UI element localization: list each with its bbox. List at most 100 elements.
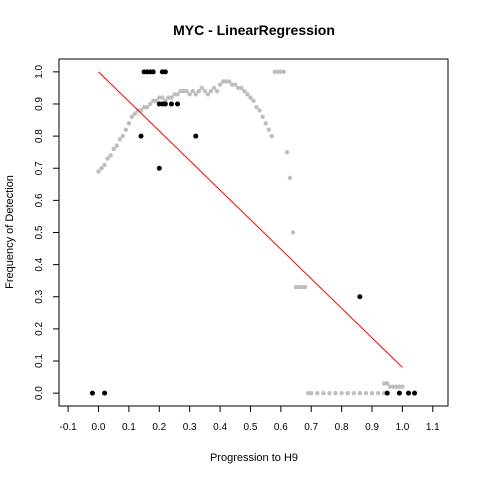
smoothed-point bbox=[199, 85, 205, 91]
smoothed-point bbox=[233, 82, 238, 87]
smoothed-point bbox=[144, 104, 150, 110]
y-tick-label: 0.4 bbox=[34, 257, 45, 271]
observed-point bbox=[162, 101, 168, 107]
smoothed-point bbox=[242, 88, 247, 94]
smoothed-point bbox=[166, 95, 171, 100]
smoothed-point bbox=[272, 69, 277, 75]
smoothed-point bbox=[269, 133, 274, 139]
y-tick-label: 0.6 bbox=[34, 193, 45, 207]
smoothed-point bbox=[388, 384, 393, 389]
smoothed-point bbox=[263, 121, 268, 126]
smoothed-point bbox=[230, 82, 235, 87]
y-tick-label: 0.2 bbox=[34, 322, 45, 336]
observed-point bbox=[405, 390, 411, 396]
smoothed-point bbox=[290, 230, 296, 235]
observed-point bbox=[150, 69, 156, 75]
x-axis-label: Progression to H9 bbox=[210, 452, 298, 464]
smoothed-point bbox=[239, 85, 244, 91]
smoothed-point bbox=[397, 384, 402, 389]
smoothed-point bbox=[394, 384, 399, 389]
smoothed-point bbox=[132, 111, 138, 116]
smoothed-point bbox=[141, 104, 147, 110]
smoothed-point bbox=[306, 390, 311, 396]
x-tick-label: 0.0 bbox=[92, 422, 106, 433]
smoothed-point bbox=[345, 390, 350, 396]
smoothed-point bbox=[391, 384, 396, 389]
x-tick-label: 0.6 bbox=[274, 422, 288, 433]
y-axis-ticks: 0.0 0.1 0.2 0.3 0.4 0.5 0.6 0.7 0.8 0.9 1.0 bbox=[34, 64, 59, 400]
smoothed-point bbox=[108, 153, 113, 158]
smoothed-point bbox=[123, 127, 129, 132]
x-tick-label: 0.8 bbox=[335, 422, 349, 433]
smoothed-point bbox=[117, 137, 122, 142]
observed-point bbox=[175, 101, 181, 107]
x-tick-label: 0.5 bbox=[244, 422, 258, 433]
smoothed-point bbox=[385, 381, 390, 386]
smoothed-points bbox=[96, 69, 405, 396]
smoothed-point bbox=[296, 284, 302, 290]
smoothed-point bbox=[321, 390, 326, 396]
x-axis-ticks: -0.1 0.0 0.1 0.2 0.3 0.4 0.5 0.6 0.7 0.8 0.9 1.0 1.1 bbox=[60, 406, 440, 433]
x-tick-label: -0.1 bbox=[60, 422, 78, 433]
smoothed-point bbox=[181, 88, 186, 94]
smoothed-point bbox=[281, 69, 287, 75]
smoothed-point bbox=[254, 104, 259, 110]
smoothed-point bbox=[205, 92, 211, 97]
smoothed-point bbox=[105, 156, 110, 161]
smoothed-point bbox=[299, 284, 305, 290]
x-tick-label: 0.2 bbox=[152, 422, 166, 433]
smoothed-point bbox=[226, 79, 232, 84]
observed-point bbox=[89, 390, 95, 396]
observed-point bbox=[384, 390, 390, 396]
smoothed-point bbox=[147, 101, 153, 107]
smoothed-point bbox=[151, 98, 156, 103]
observed-point bbox=[357, 294, 363, 300]
y-axis-label: Frequency of Detection bbox=[4, 175, 16, 289]
smoothed-point bbox=[220, 79, 226, 84]
smoothed-point bbox=[111, 146, 116, 152]
smoothed-point bbox=[284, 149, 290, 155]
smoothed-point bbox=[327, 390, 332, 396]
x-tick-label: 1.1 bbox=[426, 422, 440, 433]
smoothed-point bbox=[260, 114, 265, 120]
smoothed-point bbox=[369, 390, 375, 396]
smoothed-point bbox=[187, 92, 192, 97]
smoothed-point bbox=[339, 390, 344, 396]
smoothed-point bbox=[266, 127, 271, 132]
smoothed-point bbox=[333, 390, 338, 396]
smoothed-point bbox=[293, 284, 299, 290]
observed-point bbox=[102, 390, 108, 396]
smoothed-point bbox=[248, 95, 253, 100]
smoothed-point bbox=[375, 390, 381, 396]
chart-title: MYC - LinearRegression bbox=[173, 22, 335, 38]
observed-point bbox=[396, 390, 402, 396]
smoothed-point bbox=[236, 85, 241, 91]
y-tick-label: 0.1 bbox=[34, 354, 45, 368]
smoothed-point bbox=[193, 92, 198, 97]
smoothed-point bbox=[102, 162, 107, 168]
smoothed-point bbox=[178, 88, 183, 94]
y-tick-label: 0.8 bbox=[34, 129, 45, 143]
observed-point bbox=[168, 101, 174, 107]
smoothed-point bbox=[160, 95, 165, 100]
regression-line bbox=[98, 71, 403, 368]
smoothed-point bbox=[208, 88, 214, 94]
smoothed-point bbox=[287, 175, 293, 181]
smoothed-point bbox=[129, 114, 135, 120]
smoothed-point bbox=[278, 69, 284, 75]
x-tick-label: 1.0 bbox=[395, 422, 409, 433]
y-tick-label: 0.7 bbox=[34, 161, 45, 175]
smoothed-point bbox=[211, 85, 217, 91]
smoothed-point bbox=[351, 390, 356, 396]
observed-point bbox=[156, 165, 162, 171]
smoothed-point bbox=[120, 133, 126, 139]
y-tick-label: 0.0 bbox=[34, 386, 45, 400]
smoothed-point bbox=[196, 88, 201, 94]
smoothed-point bbox=[245, 92, 250, 97]
smoothed-point bbox=[309, 390, 314, 396]
smoothed-point bbox=[251, 98, 256, 103]
smoothed-point bbox=[154, 98, 159, 103]
y-tick-label: 1.0 bbox=[34, 64, 45, 78]
